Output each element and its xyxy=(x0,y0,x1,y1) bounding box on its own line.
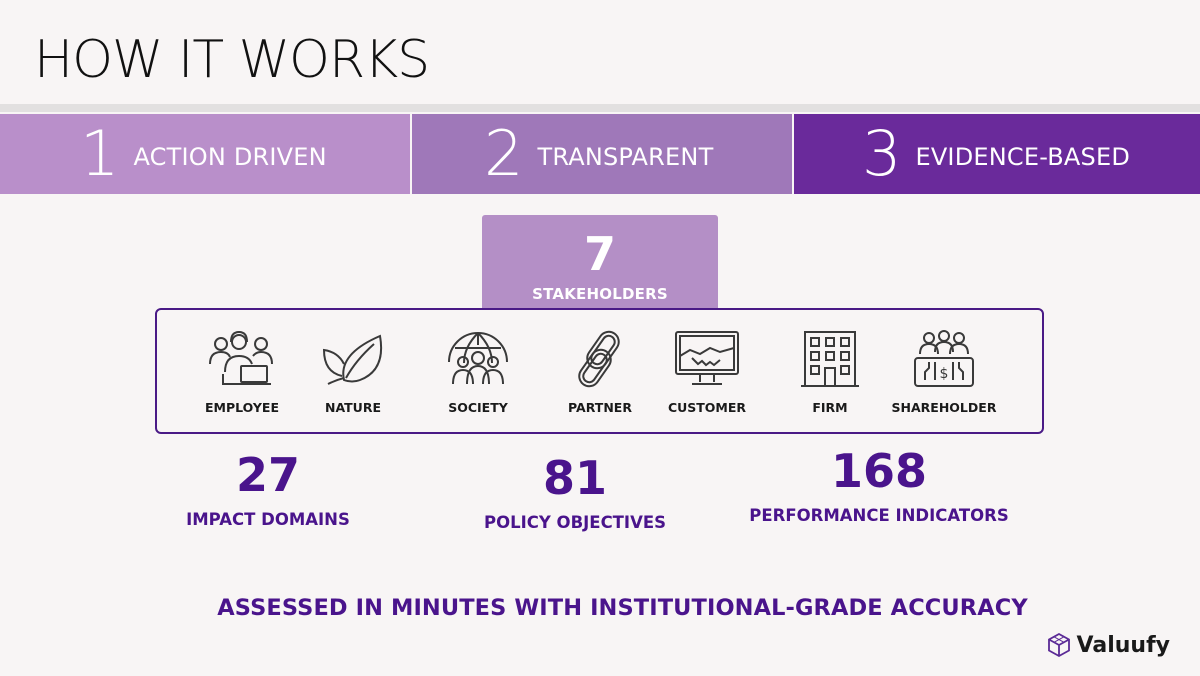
stakeholder-name: PARTNER xyxy=(568,400,632,415)
stakeholder-name: EMPLOYEE xyxy=(205,400,279,415)
stakeholder-customer: CUSTOMER xyxy=(652,310,762,415)
handshake-monitor-icon xyxy=(675,331,739,385)
brand-name: Valuufy xyxy=(1076,632,1170,658)
stakeholder-name: FIRM xyxy=(812,400,848,415)
stakeholder-employee: EMPLOYEE xyxy=(187,310,297,415)
step-1: 1 ACTION DRIVEN xyxy=(0,114,412,194)
step-label: EVIDENCE-BASED xyxy=(915,143,1130,171)
tagline: ASSESSED IN MINUTES WITH INSTITUTIONAL-G… xyxy=(217,595,1028,621)
stat-policy-objectives: 81 POLICY OBJECTIVES xyxy=(465,455,685,532)
stakeholders-panel: EMPLOYEE NATURE SOCIETY PARTNER xyxy=(155,308,1044,434)
leaf-icon xyxy=(322,334,382,385)
stat-value: 168 xyxy=(830,444,928,498)
stakeholder-name: CUSTOMER xyxy=(667,400,747,415)
stakeholder-partner: PARTNER xyxy=(545,310,655,415)
stakeholder-society: SOCIETY xyxy=(423,310,533,415)
stat-label: IMPACT DOMAINS xyxy=(186,510,350,529)
stakeholder-name: SHAREHOLDER xyxy=(891,400,997,415)
globe-people-icon xyxy=(448,332,508,385)
stakeholder-name: NATURE xyxy=(324,400,381,415)
stakeholder-name: SOCIETY xyxy=(448,400,508,415)
step-2: 2 TRANSPARENT xyxy=(412,114,794,194)
step-label: ACTION DRIVEN xyxy=(133,143,327,171)
stat-label: POLICY OBJECTIVES xyxy=(483,513,666,532)
step-number: 3 xyxy=(862,117,902,190)
step-number: 2 xyxy=(484,117,524,190)
stakeholders-count-tab: 7 STAKEHOLDERS xyxy=(482,215,718,309)
header-divider xyxy=(0,104,1200,112)
stat-performance-indicators: 168 PERFORMANCE INDICATORS xyxy=(748,448,1010,525)
stakeholders-count: 7 xyxy=(583,227,616,281)
stat-value: 27 xyxy=(235,448,300,502)
step-3: 3 EVIDENCE-BASED xyxy=(794,114,1200,194)
stakeholders-label: STAKEHOLDERS xyxy=(532,285,668,303)
stakeholder-firm: FIRM xyxy=(775,310,885,415)
stat-impact-domains: 27 IMPACT DOMAINS xyxy=(168,452,368,529)
steps-banner: 1 ACTION DRIVEN 2 TRANSPARENT 3 EVIDENCE… xyxy=(0,114,1200,194)
cube-logo-icon xyxy=(1047,632,1070,658)
shareholders-icon: $ xyxy=(914,330,974,387)
employee-icon xyxy=(209,330,273,385)
stat-value: 81 xyxy=(542,451,607,505)
brand-logo: Valuufy xyxy=(1047,632,1170,658)
step-label: TRANSPARENT xyxy=(537,143,714,171)
building-icon xyxy=(801,331,859,387)
chain-link-icon xyxy=(578,330,620,388)
stakeholder-nature: NATURE xyxy=(298,310,408,415)
stakeholder-shareholder: $ SHAREHOLDER xyxy=(889,310,999,415)
stat-label: PERFORMANCE INDICATORS xyxy=(749,506,1009,525)
svg-text:$: $ xyxy=(940,366,949,382)
page-title: HOW IT WORKS xyxy=(34,30,430,90)
step-number: 1 xyxy=(80,117,120,190)
